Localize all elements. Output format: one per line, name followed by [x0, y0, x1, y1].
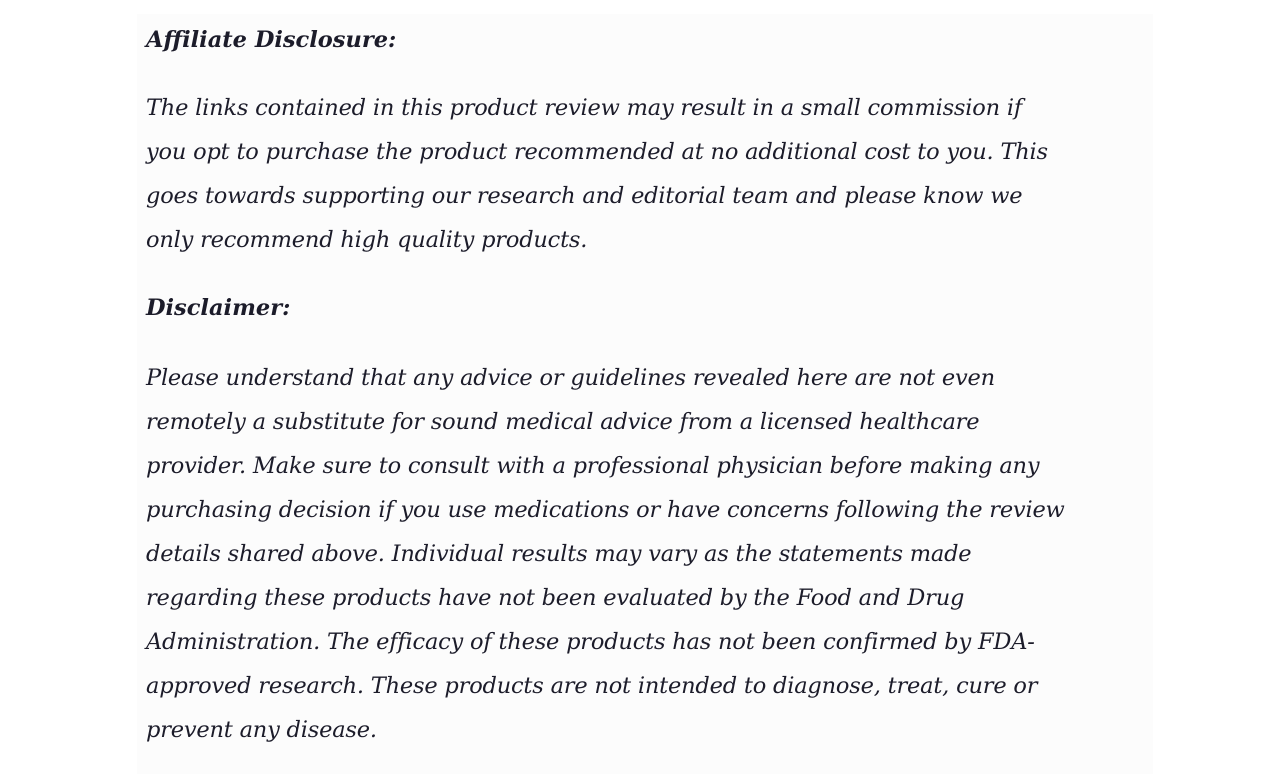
disclaimer-heading: Disclaimer: — [146, 295, 291, 321]
text-line: prevent any disease. — [146, 717, 377, 743]
text-line: you opt to purchase the product recommen… — [146, 139, 1048, 165]
text-line: purchasing decision if you use medicatio… — [146, 497, 1065, 523]
text-line: regarding these products have not been e… — [146, 585, 965, 611]
text-line: The links contained in this product revi… — [146, 95, 1022, 121]
disclosure-box — [137, 14, 1153, 774]
text-line: Administration. The efficacy of these pr… — [146, 629, 1035, 655]
text-line: provider. Make sure to consult with a pr… — [146, 453, 1040, 479]
text-line: remotely a substitute for sound medical … — [146, 409, 980, 435]
affiliate-heading: Affiliate Disclosure: — [146, 27, 397, 53]
text-line: Please understand that any advice or gui… — [146, 365, 995, 391]
text-line: approved research. These products are no… — [146, 673, 1038, 699]
text-line: only recommend high quality products. — [146, 227, 588, 253]
text-line: goes towards supporting our research and… — [146, 183, 1023, 209]
text-line: details shared above. Individual results… — [146, 541, 972, 567]
